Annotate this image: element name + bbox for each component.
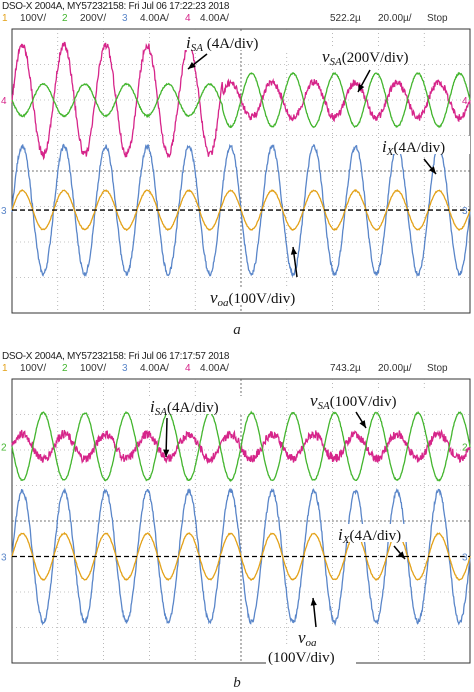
channel-marker-left: 3: [1, 553, 7, 564]
channel-marker-right: 3: [462, 206, 468, 217]
status-b: Stop: [427, 363, 448, 374]
annotation-oa: voa(100V/div): [208, 246, 326, 309]
channel-row-a: 1 100V/ 2 200V/ 3 4.00A/ 4 4.00A/ 522.2µ…: [0, 13, 474, 25]
annotation-bg: [208, 287, 326, 305]
annotation-label: vSA(200V/div): [322, 47, 408, 68]
ch2-num-a: 2: [62, 13, 68, 24]
timebase-a: 20.00µ/: [378, 13, 412, 24]
ch4-scale-b: 4.00A/: [200, 363, 229, 374]
annotation-label: voa(100V/div): [210, 288, 295, 309]
channel-marker-left: 3: [1, 206, 7, 217]
ch1-scale-a: 100V/: [20, 13, 47, 24]
annotation-label: iX(4A/div): [382, 137, 445, 158]
annotation-x: iX(4A/div): [336, 524, 420, 560]
annotation-bg: [308, 390, 434, 408]
scope-screen-a: 4 4 3 3 iSA (4A/div) vSA(200V/div) iX(4A/div) v…: [1, 28, 471, 314]
annotation-label: vSA(100V/div): [310, 391, 396, 412]
scope-plot-a: 4 4 3 3 iSA (4A/div) vSA(200V/div) iX(4A/div) v…: [0, 27, 474, 315]
arrow-head: [290, 247, 298, 255]
trace-ch2: [11, 410, 471, 483]
annotation-x: iX(4A/div): [380, 136, 470, 175]
channel-marker-right: 4: [462, 96, 468, 107]
annotation-bg: [336, 524, 420, 542]
annotation-label: voa: [298, 628, 317, 649]
arrow-head: [358, 84, 365, 92]
annotation-bg: [148, 396, 244, 414]
annotation-bg: [320, 46, 458, 64]
annotation-scale: (100V/div): [266, 646, 356, 665]
annotation-bg: [296, 627, 340, 645]
channel-row-b: 1 100V/ 2 100V/ 3 4.00A/ 4 4.00A/ 743.2µ…: [0, 363, 474, 375]
ch4-scale-a: 4.00A/: [200, 13, 229, 24]
scope-header-b: DSO-X 2004A, MY57232158: Fri Jul 06 17:1…: [0, 350, 474, 376]
channel-marker-right: 3: [462, 553, 468, 564]
scope-plot-b: 2 2 3 3 iSA(4A/div) vSA(100V/div) iX(4A/div) vo…: [0, 377, 474, 665]
caption-b: b: [233, 675, 241, 691]
ch2-num-b: 2: [62, 363, 68, 374]
annotation-sa: vSA(100V/div): [308, 390, 434, 429]
ch1-num-a: 1: [2, 13, 8, 24]
ch1-scale-b: 100V/: [20, 363, 47, 374]
status-a: Stop: [427, 13, 448, 24]
arrow-head: [397, 551, 405, 559]
annotation-bg: [380, 136, 470, 154]
scope-title-a: DSO-X 2004A, MY57232158: Fri Jul 06 17:2…: [2, 1, 230, 12]
delay-a: 522.2µ: [330, 13, 361, 24]
annotation-bg: [266, 646, 356, 664]
scope-title-b: DSO-X 2004A, MY57232158: Fri Jul 06 17:1…: [2, 351, 230, 362]
channel-marker-left: 4: [1, 96, 7, 107]
annotation-label: iSA(4A/div): [150, 397, 219, 418]
annotation-label: iSA (4A/div): [186, 33, 258, 54]
annotation-bg: [184, 32, 288, 50]
annotation-sa: vSA(200V/div): [320, 46, 458, 93]
ch3-num-b: 3: [122, 363, 128, 374]
ch2-scale-a: 200V/: [80, 13, 107, 24]
scope-header-a: DSO-X 2004A, MY57232158: Fri Jul 06 17:2…: [0, 0, 474, 26]
ch1-num-b: 1: [2, 363, 8, 374]
arrow-head: [188, 61, 196, 69]
annotation-label: iX(4A/div): [338, 525, 401, 546]
caption-a: a: [233, 322, 241, 338]
ch4-num-b: 4: [185, 363, 191, 374]
annotation-oa: voa: [296, 597, 340, 649]
annotation-sa: iSA(4A/div): [148, 396, 244, 458]
ch4-num-a: 4: [185, 13, 191, 24]
arrow-head: [163, 449, 170, 457]
scope-screen-b: 2 2 3 3 iSA(4A/div) vSA(100V/div) iX(4A/div) vo…: [1, 378, 471, 665]
annotation-label: (100V/div): [268, 650, 335, 665]
channel-marker-left: 2: [1, 442, 7, 453]
annotation-sa: iSA (4A/div): [184, 32, 288, 70]
ch3-num-a: 3: [122, 13, 128, 24]
arrow-head: [359, 420, 366, 428]
trace-ch2: [11, 71, 471, 129]
ch3-scale-a: 4.00A/: [140, 13, 169, 24]
arrow-head: [310, 598, 317, 606]
scope-panel-a: DSO-X 2004A, MY57232158: Fri Jul 06 17:2…: [0, 0, 474, 338]
delay-b: 743.2µ: [330, 363, 361, 374]
timebase-b: 20.00µ/: [378, 363, 412, 374]
ch2-scale-b: 100V/: [80, 363, 107, 374]
arrow-head: [428, 166, 436, 174]
ch3-scale-b: 4.00A/: [140, 363, 169, 374]
channel-marker-right: 2: [462, 442, 468, 453]
scope-panel-b: DSO-X 2004A, MY57232158: Fri Jul 06 17:1…: [0, 350, 474, 692]
